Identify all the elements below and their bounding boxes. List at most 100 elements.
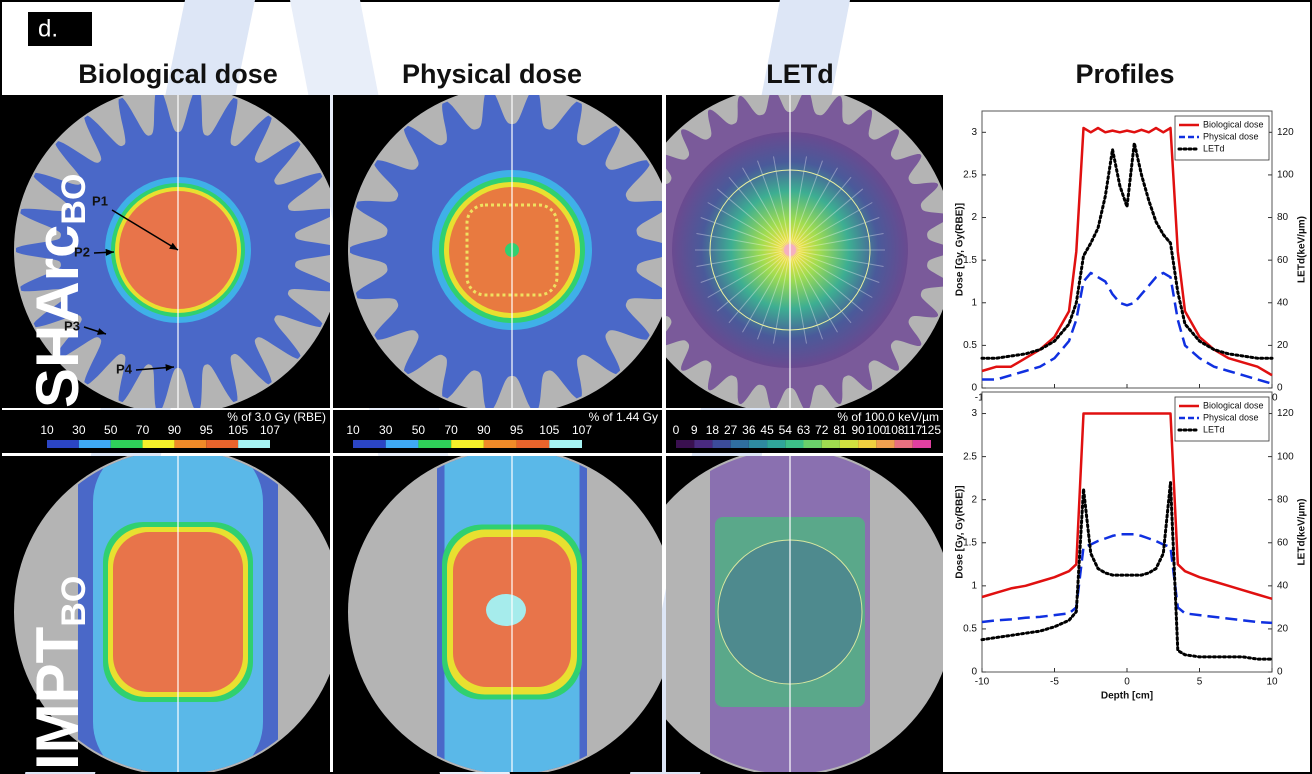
y-tick-label: 0 — [971, 667, 977, 678]
colorbar-label: 27 — [724, 423, 738, 437]
colorbar-label: 125 — [921, 423, 941, 437]
colorbar-swatch — [840, 440, 858, 448]
colorbar-swatch — [767, 440, 785, 448]
colorbar-title: % of 3.0 Gy (RBE) — [227, 410, 326, 424]
x-tick-label: 10 — [1266, 677, 1278, 688]
annotation: P4 — [116, 361, 133, 376]
column-title: LETd — [766, 59, 834, 89]
colorbar-swatch — [804, 440, 822, 448]
colorbar-swatch — [913, 440, 931, 448]
y2-tick-label: 100 — [1277, 451, 1294, 462]
colorbar-swatch — [174, 440, 206, 448]
dose-map — [333, 442, 676, 774]
colorbar-swatch — [731, 440, 749, 448]
colorbar-label: 72 — [815, 423, 829, 437]
isodose — [486, 594, 526, 626]
y2-tick-label: 60 — [1277, 255, 1289, 266]
y-tick-label: 3 — [971, 127, 977, 138]
y2-tick-label: 0 — [1277, 383, 1283, 394]
colorbar-label: 18 — [706, 423, 720, 437]
colorbar-swatch — [143, 440, 175, 448]
colorbar-label: 90 — [477, 423, 491, 437]
panel-label: d. — [38, 15, 58, 42]
dose-map — [333, 86, 676, 414]
x-tick-label: -10 — [975, 677, 990, 688]
colorbar-swatch — [858, 440, 876, 448]
y2-tick-label: 40 — [1277, 580, 1289, 591]
colorbar-swatch — [694, 440, 712, 448]
y-tick-label: 1 — [971, 580, 977, 591]
colorbar-swatch — [47, 440, 79, 448]
colorbar-swatch — [517, 440, 550, 448]
colorbar-label: 95 — [200, 423, 214, 437]
colorbar-label: 54 — [779, 423, 793, 437]
colorbar-label: 63 — [797, 423, 811, 437]
colorbar-swatch — [895, 440, 913, 448]
colorbar-swatch — [484, 440, 517, 448]
legend-label: Physical dose — [1203, 412, 1259, 422]
colorbar-label: 117 — [903, 423, 922, 437]
colorbar-swatch — [353, 440, 386, 448]
y2-tick-label: 80 — [1277, 212, 1289, 223]
colorbar-swatch — [712, 440, 730, 448]
x-axis-label: Depth [cm] — [1101, 691, 1153, 702]
y-tick-label: 2 — [971, 212, 977, 223]
colorbar-label: 10 — [346, 423, 360, 437]
colorbar-swatch — [238, 440, 270, 448]
y-tick-label: 3 — [971, 408, 977, 419]
colorbar-label: 10 — [40, 423, 54, 437]
y2-axis-label: LETd(keV/µm) — [1297, 216, 1308, 283]
colorbar-swatch — [749, 440, 767, 448]
colorbar-label: 105 — [539, 423, 559, 437]
colorbar-label: 70 — [136, 423, 150, 437]
y2-axis-label: LETd(keV/µm) — [1297, 499, 1308, 566]
column-title: Biological dose — [78, 59, 278, 89]
colorbar-swatch — [785, 440, 803, 448]
y2-tick-label: 40 — [1277, 297, 1289, 308]
y-tick-label: 2.5 — [963, 170, 977, 181]
legend-label: Biological dose — [1203, 400, 1264, 410]
colorbar-label: 0 — [673, 423, 680, 437]
y2-tick-label: 20 — [1277, 340, 1289, 351]
dose-map — [626, 442, 954, 774]
colorbar-swatch — [676, 440, 694, 448]
colorbar-swatch — [79, 440, 111, 448]
y2-tick-label: 20 — [1277, 624, 1289, 635]
y-axis-label: Dose [Gy, Gy(RBE)] — [955, 485, 966, 578]
colorbar-title: % of 1.44 Gy — [589, 410, 658, 424]
y2-tick-label: 120 — [1277, 127, 1294, 138]
y-tick-label: 2.5 — [963, 451, 977, 462]
profile-chart: -10-5051000.511.522.53020406080100120Dep… — [955, 111, 1308, 418]
x-tick-label: 5 — [1197, 677, 1203, 688]
colorbar-label: 50 — [412, 423, 426, 437]
colorbar-label: 107 — [260, 423, 280, 437]
colorbar-swatch — [549, 440, 582, 448]
colorbar-label: 70 — [444, 423, 458, 437]
y-axis-label: Dose [Gy, Gy(RBE)] — [955, 203, 966, 296]
column-title: Physical dose — [402, 59, 582, 89]
colorbar-label: 95 — [510, 423, 524, 437]
colorbar-swatch — [451, 440, 484, 448]
colorbar-swatch — [386, 440, 419, 448]
colorbar-label: 9 — [691, 423, 698, 437]
legend-label: LETd — [1203, 424, 1225, 434]
y2-tick-label: 80 — [1277, 494, 1289, 505]
y-tick-label: 0 — [971, 383, 977, 394]
colorbar-label: 30 — [379, 423, 393, 437]
y-tick-label: 0.5 — [963, 624, 977, 635]
colorbar-swatch — [206, 440, 238, 448]
dose-map — [626, 86, 954, 414]
colorbar-label: 30 — [72, 423, 86, 437]
x-tick-label: -5 — [1050, 677, 1059, 688]
colorbar-label: 90 — [168, 423, 182, 437]
colorbar-label: 36 — [742, 423, 756, 437]
annotation: P3 — [64, 318, 80, 333]
x-tick-label: 0 — [1124, 677, 1130, 688]
colorbar-swatch — [822, 440, 840, 448]
colorbar-label: 81 — [833, 423, 847, 437]
legend-label: LETd — [1203, 143, 1225, 153]
y2-tick-label: 0 — [1277, 667, 1283, 678]
legend-label: Physical dose — [1203, 131, 1259, 141]
y-tick-label: 2 — [971, 494, 977, 505]
